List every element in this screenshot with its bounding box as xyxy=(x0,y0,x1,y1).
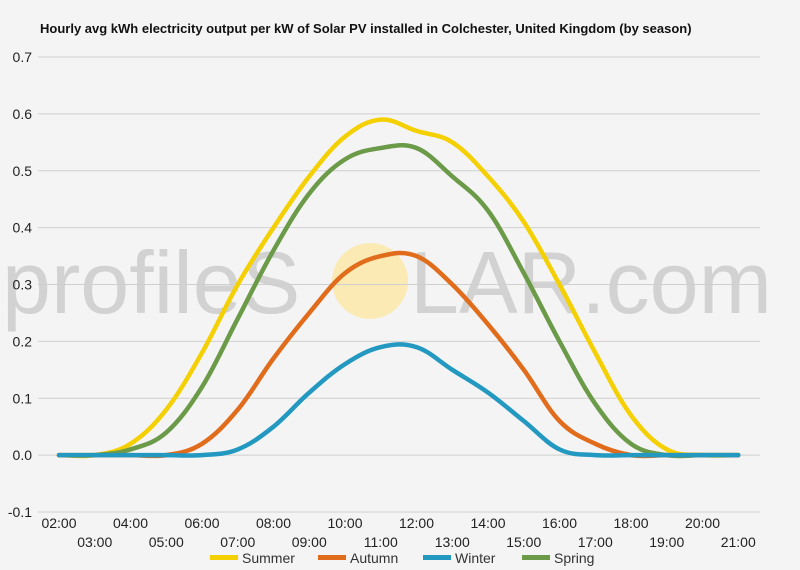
watermark-text-right: LAR.com xyxy=(410,233,772,332)
legend-label-summer: Summer xyxy=(242,550,295,566)
x-tick-label: 07:00 xyxy=(220,534,255,550)
x-axis-ticks: 02:0003:0004:0005:0006:0007:0008:0009:00… xyxy=(41,515,755,550)
x-tick-label: 05:00 xyxy=(149,534,184,550)
legend-swatch-winter xyxy=(423,555,451,560)
x-tick-label: 16:00 xyxy=(542,515,577,531)
legend: Summer Autumn Winter Spring xyxy=(210,550,594,566)
y-tick-label: 0.0 xyxy=(13,447,33,463)
grid-lines xyxy=(38,56,760,513)
y-tick-label: 0.3 xyxy=(13,277,33,293)
y-axis-ticks: -0.1 0.0 0.1 0.2 0.3 0.4 0.5 0.6 0.7 xyxy=(8,49,32,520)
x-tick-label: 21:00 xyxy=(721,534,756,550)
x-tick-label: 10:00 xyxy=(327,515,362,531)
y-tick-label: 0.1 xyxy=(13,390,33,406)
chart-title: Hourly avg kWh electricity output per kW… xyxy=(40,21,692,36)
y-tick-label: -0.1 xyxy=(8,504,32,520)
legend-swatch-spring xyxy=(522,555,550,560)
y-tick-label: 0.4 xyxy=(13,220,33,236)
legend-swatch-autumn xyxy=(318,555,346,560)
legend-label-spring: Spring xyxy=(554,550,594,566)
y-tick-label: 0.2 xyxy=(13,333,33,349)
x-tick-label: 12:00 xyxy=(399,515,434,531)
x-tick-label: 08:00 xyxy=(256,515,291,531)
x-tick-label: 06:00 xyxy=(184,515,219,531)
x-tick-label: 18:00 xyxy=(613,515,648,531)
series-line-winter xyxy=(56,342,741,458)
legend-label-autumn: Autumn xyxy=(350,550,398,566)
legend-label-winter: Winter xyxy=(455,550,496,566)
series-line-spring xyxy=(56,142,741,459)
legend-swatch-summer xyxy=(210,555,238,560)
y-tick-label: 0.6 xyxy=(13,106,33,122)
x-tick-label: 19:00 xyxy=(649,534,684,550)
watermark-sun-icon xyxy=(332,243,408,319)
x-tick-label: 15:00 xyxy=(506,534,541,550)
x-tick-label: 04:00 xyxy=(113,515,148,531)
x-tick-label: 13:00 xyxy=(435,534,470,550)
watermark-text-left: profileS xyxy=(2,233,300,332)
x-tick-label: 20:00 xyxy=(685,515,720,531)
x-tick-label: 03:00 xyxy=(77,534,112,550)
series-lines xyxy=(56,117,741,459)
watermark: profileS LAR.com xyxy=(2,233,772,332)
x-tick-label: 02:00 xyxy=(41,515,76,531)
x-tick-label: 17:00 xyxy=(578,534,613,550)
x-tick-label: 14:00 xyxy=(470,515,505,531)
x-tick-label: 11:00 xyxy=(364,534,398,550)
y-tick-label: 0.7 xyxy=(13,49,33,65)
x-tick-label: 09:00 xyxy=(292,534,327,550)
y-tick-label: 0.5 xyxy=(13,163,33,179)
series-line-summer xyxy=(56,117,741,459)
